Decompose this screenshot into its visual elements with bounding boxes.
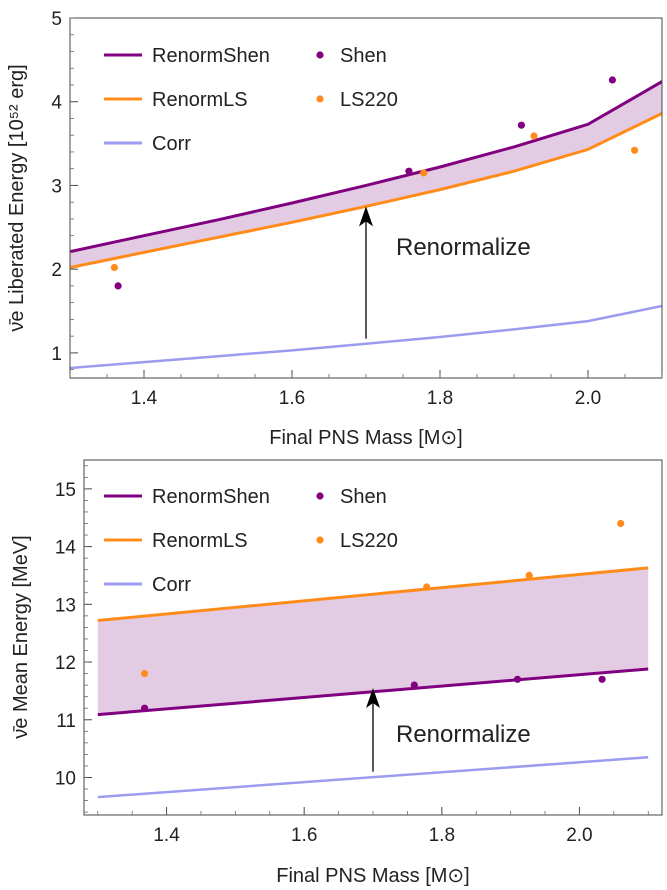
shen-point [410,681,418,689]
ls220-legend-label: LS220 [340,89,398,111]
x-tick-label: 1.4 [131,388,158,409]
ls220-point [420,169,428,177]
renormshen-legend-label: RenormShen [152,45,270,67]
ls220-point [525,571,533,580]
shen-point [114,282,122,290]
y-axis-label: ν̄e Mean Energy [MeV] [10,535,32,738]
ls220-point [110,263,118,272]
x-tick-label: 1.8 [427,388,453,409]
y-tick-label: 4 [51,93,62,114]
shen-legend-marker [316,492,324,500]
ls220-legend-marker [316,95,324,103]
x-tick-label: 1.4 [153,825,180,846]
x-axis-label: Final PNS Mass [M⊙] [276,865,469,887]
ls220-point [423,583,431,591]
renormshen-line [70,80,662,254]
shen-point [141,704,149,712]
renormalize-label: Renormalize [396,721,531,748]
y-tick-label: 14 [55,538,77,559]
y-axis-label: ν̄e Liberated Energy [10⁵² erg] [6,64,28,331]
renormalize-band [97,567,649,715]
shen-point [608,76,617,84]
shen-point [513,675,522,683]
ls220-point [530,132,538,140]
y-tick-label: 3 [51,176,62,197]
corr-legend-label: Corr [152,133,191,155]
shen-legend-label: Shen [340,486,387,508]
x-axis-label: Final PNS Mass [M⊙] [269,427,462,449]
ls220-legend-marker [316,536,324,544]
corr-line [97,756,649,799]
ls220-legend-label: LS220 [340,530,398,552]
renormalize-label: Renormalize [396,234,531,261]
y-tick-label: 15 [55,480,76,501]
ls220-point [617,519,625,528]
shen-legend-label: Shen [340,45,387,67]
energy-liberated-chart: 1.4 1.6 1.8 2.0 1 2 3 4 5 Renormalize Final PNS … [6,9,663,449]
x-tick-label: 2.0 [566,825,592,846]
x-tick-label: 1.6 [291,825,317,846]
renormls-line [97,566,649,622]
arrow-head [359,206,373,227]
y-tick-label: 13 [55,595,76,616]
ls220-point [631,146,639,154]
y-tick-label: 11 [56,711,76,732]
ls220-point [141,670,149,678]
corr-line [70,304,662,370]
y-tick-label: 1 [51,344,62,365]
x-tick-label: 1.6 [279,388,305,409]
shen-point [405,167,413,175]
renormls-legend-label: RenormLS [152,89,248,111]
shen-legend-marker [316,51,324,59]
y-tick-label: 2 [51,260,62,281]
arrow-head [366,688,380,709]
mean-energy-chart: 1.4 1.6 1.8 2.0 10 11 12 13 14 15 Renormalize Fin… [10,459,663,887]
y-tick-label: 5 [51,9,62,30]
y-tick-label: 10 [55,768,76,789]
x-tick-label: 1.8 [429,825,455,846]
renormshen-legend-label: RenormShen [152,486,270,508]
renormls-legend-label: RenormLS [152,530,248,552]
corr-legend-label: Corr [152,574,191,596]
shen-point [598,675,606,683]
shen-point [517,121,526,129]
x-tick-label: 2.0 [575,388,601,409]
y-tick-label: 12 [55,653,76,674]
